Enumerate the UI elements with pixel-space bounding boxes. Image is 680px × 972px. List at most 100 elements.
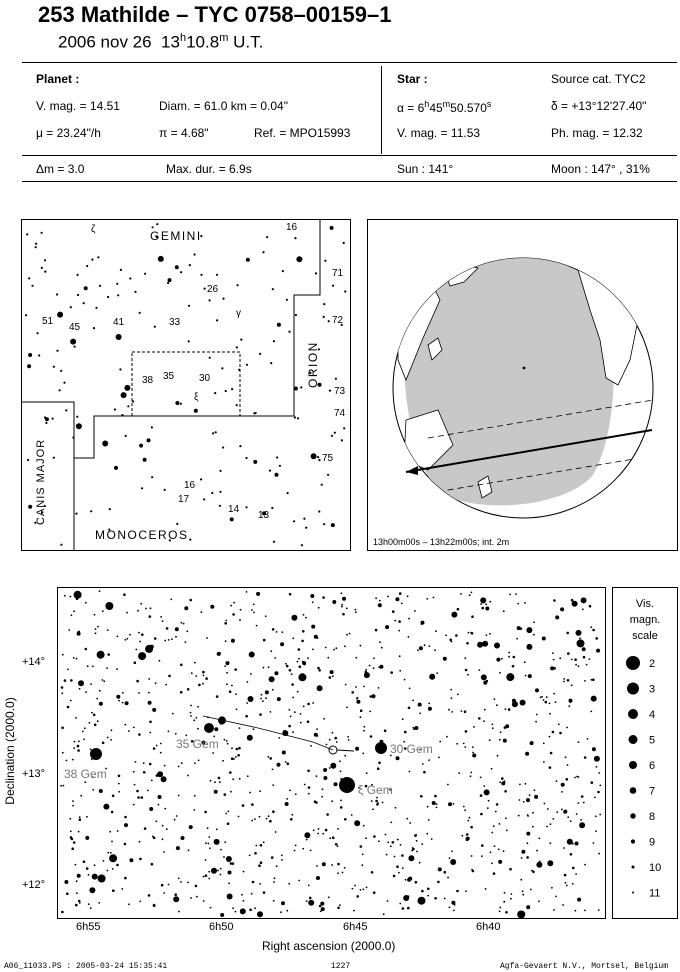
chart-star [552,658,555,661]
chart-star [225,661,230,666]
chart-star [341,603,343,606]
chart-star [89,907,92,909]
chart-star [346,633,348,636]
chart-star [226,893,233,900]
star-label-30: 30 [199,373,211,384]
chart-star [348,632,351,635]
map-star [221,367,224,370]
chart-star [333,782,338,787]
chart-star [533,789,536,792]
chart-star [556,811,559,813]
chart-star [241,893,243,896]
map-star [124,384,131,391]
chart-star [109,851,112,854]
chart-star [511,664,515,668]
chart-star [541,636,546,641]
chart-star [496,657,501,662]
event-time-minutes: 10.8 [186,32,220,52]
chart-star [65,759,68,762]
chart-star [75,880,78,883]
chart-star [358,787,360,789]
chart-star [489,600,492,603]
chart-star [252,603,255,606]
chart-star [288,709,291,711]
chart-star [75,657,78,660]
chart-star [257,911,263,918]
chart-star [554,701,557,703]
chart-star [202,670,205,674]
chart-star [313,732,318,737]
chart-star [592,678,595,682]
chart-star [494,642,500,649]
chart-star [428,702,431,705]
chart-star [414,880,418,884]
chart-star [246,702,249,704]
chart-star [315,801,318,804]
mag-value: 3 [649,684,655,696]
star-label-33: 33 [169,317,181,328]
chart-star [232,907,235,909]
chart-star [493,698,496,701]
chart-star [307,702,310,706]
chart-star [97,874,106,883]
chart-star [390,845,392,848]
chart-star [190,715,193,717]
chart-star [69,595,72,598]
chart-star [77,749,80,752]
chart-star [274,831,277,833]
chart-star [471,615,474,618]
mag-scale-title-1: Vis. [635,598,655,610]
chart-star [78,740,80,743]
chart-star [278,737,281,739]
star-label-71: 71 [332,268,344,279]
chart-star [224,665,227,667]
map-star [238,368,241,371]
chart-star [570,684,573,687]
chart-star [138,631,140,634]
chart-star [271,628,275,631]
map-star [38,354,41,357]
chart-star [356,699,361,704]
chart-star [85,835,90,840]
chart-star [182,622,185,625]
chart-star [529,741,534,746]
chart-star [590,710,593,713]
chart-star [398,871,400,874]
map-star [43,504,46,508]
chart-star [359,716,362,719]
chart-star [567,816,570,818]
chart-star [246,681,249,683]
chart-star [116,863,119,867]
chart-star [525,751,530,756]
mag-dot [627,682,639,695]
chart-star [78,687,81,690]
chart-star [116,635,119,638]
chart-star [445,634,447,637]
chart-star [101,741,105,745]
chart-star [504,708,507,710]
chart-star [205,842,207,845]
chart-star [335,741,338,743]
chart-star [549,751,553,755]
chart-star [269,757,272,760]
chart-star [594,796,596,799]
map-star [288,330,291,333]
chart-star [489,851,492,854]
chart-star [225,812,228,815]
map-star [262,251,265,254]
chart-star [327,656,330,659]
map-star [75,423,82,430]
chart-star [456,693,459,696]
chart-star [90,683,92,685]
chart-star [302,630,305,633]
chart-star [510,897,512,900]
chart-star [575,813,578,815]
chart-star [216,651,221,656]
chart-star [294,793,297,795]
footer-page: 1227 [331,962,351,971]
chart-star [109,854,118,863]
map-star [45,421,48,425]
chart-star [232,778,235,781]
chart-star [515,702,518,704]
map-star [229,517,234,522]
